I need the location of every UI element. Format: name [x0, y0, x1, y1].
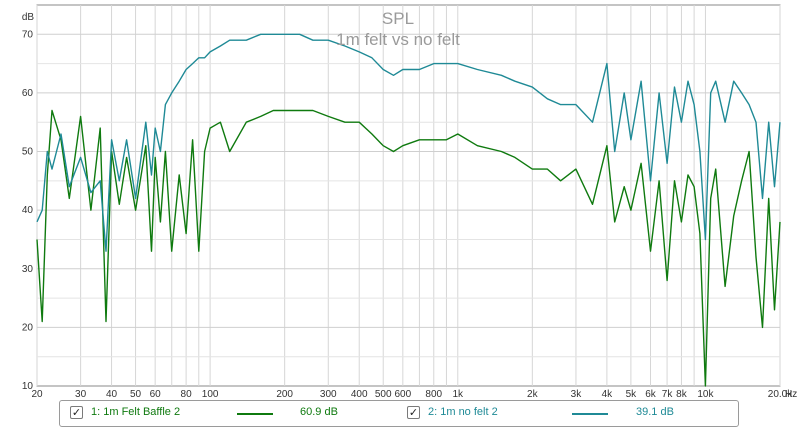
series-1-swatch: [237, 413, 273, 415]
x-tick-label: 6k: [645, 389, 657, 400]
y-tick-label: 70: [22, 29, 34, 40]
legend-item-1: ✓ 1: 1m Felt Baffle 2 60.9 dB: [60, 401, 400, 426]
series-1-value: 60.9 dB: [300, 406, 338, 418]
x-tick-label: 40: [106, 389, 118, 400]
x-tick-label: 30: [75, 389, 87, 400]
legend-item-2: ✓ 2: 1m no felt 2 39.1 dB: [400, 401, 740, 426]
x-tick-label: 800: [425, 389, 442, 400]
y-tick-label: 30: [22, 264, 34, 275]
y-tick-label: 20: [22, 322, 34, 333]
series-2-swatch: [572, 413, 608, 415]
x-tick-label: 500: [375, 389, 392, 400]
series-1-label: 1: 1m Felt Baffle 2: [91, 406, 181, 418]
plot-area: [36, 4, 781, 387]
x-tick-label: 600: [394, 389, 411, 400]
x-tick-label: 4k: [602, 389, 614, 400]
x-tick-label: 200: [276, 389, 293, 400]
chart-title: SPL: [382, 9, 414, 28]
series-line-2: [36, 33, 781, 252]
series-2-checkbox[interactable]: ✓: [407, 406, 420, 419]
x-tick-label: 20: [31, 389, 43, 400]
spl-chart: 20 30 40 50 60 80 100 200 300 400 500 600 800 1k 2k 3k 4…: [22, 4, 797, 400]
series-line-1: [36, 109, 781, 387]
x-tick-label: 2k: [527, 389, 539, 400]
x-tick-label: 60: [150, 389, 162, 400]
chart-subtitle: 1m felt vs no felt: [336, 30, 460, 49]
x-tick-label: 8k: [676, 389, 688, 400]
x-tick-label: 400: [351, 389, 368, 400]
series-2-label: 2: 1m no felt 2: [428, 406, 498, 418]
series-1-checkbox[interactable]: ✓: [70, 406, 83, 419]
y-tick-label: 50: [22, 147, 34, 158]
y-tick-label: 10: [22, 381, 34, 392]
y-tick-label: 40: [22, 205, 34, 216]
x-tick-label: 5k: [626, 389, 638, 400]
x-tick-label: 300: [320, 389, 337, 400]
x-tick-label: 50: [130, 389, 142, 400]
x-tick-label: 80: [181, 389, 193, 400]
series-2-value: 39.1 dB: [636, 406, 674, 418]
x-tick-label: 10k: [697, 389, 714, 400]
x-tick-label: 7k: [662, 389, 674, 400]
series-layer: [36, 33, 781, 387]
x-tick-label: 1k: [452, 389, 464, 400]
x-tick-label: 20.0k: [768, 389, 793, 400]
legend: ✓ 1: 1m Felt Baffle 2 60.9 dB ✓ 2: 1m no…: [59, 400, 739, 427]
x-unit-label: Hz: [785, 389, 797, 400]
x-tick-label: 100: [202, 389, 219, 400]
tick-labels: 20 30 40 50 60 80 100 200 300 400 500 600 800 1k 2k 3k 4…: [22, 29, 793, 400]
x-tick-label: 3k: [571, 389, 583, 400]
y-unit-label: dB: [22, 12, 35, 23]
y-tick-label: 60: [22, 88, 34, 99]
